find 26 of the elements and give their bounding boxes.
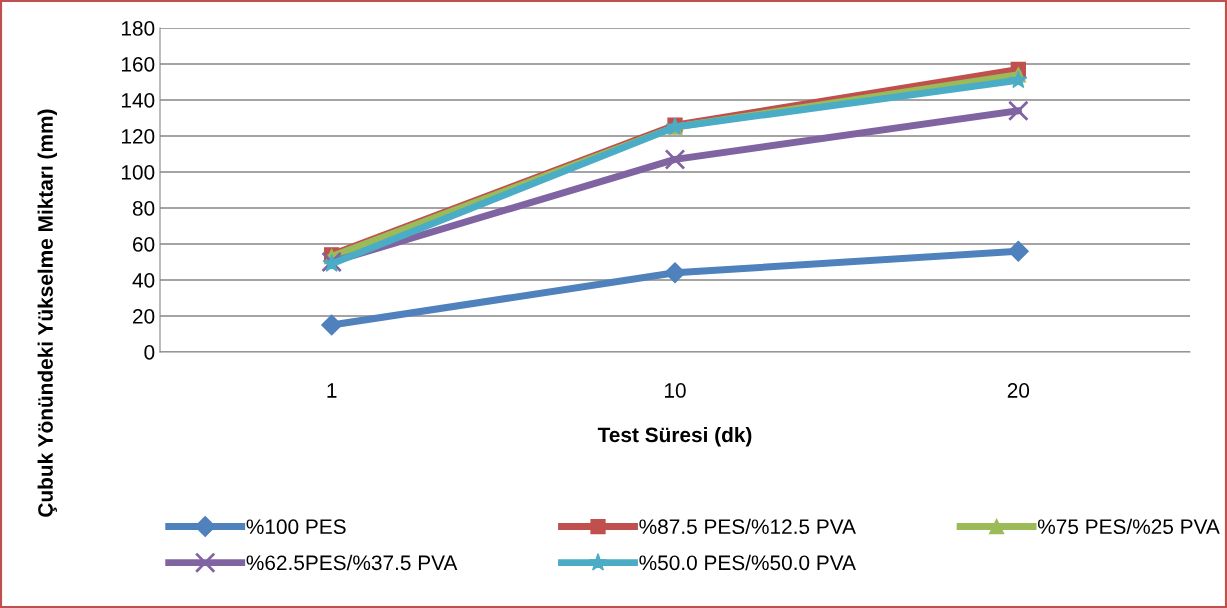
x-tick-label: 20 (1007, 383, 1030, 398)
y-tick-label: 120 (121, 129, 155, 144)
y-axis-title: Çubuk Yönündeki Yükselme Miktarı (mm) (37, 109, 57, 517)
legend-label: %75 PES/%25 PVA (1037, 518, 1220, 535)
x-axis-title: Test Süresi (dk) (597, 426, 752, 447)
point (664, 262, 686, 284)
y-tick-label: 140 (121, 93, 155, 108)
y-tick-label: 180 (121, 21, 155, 36)
point (1007, 100, 1029, 122)
x-tick-label: 1 (327, 383, 337, 398)
legend-label: %87.5 PES/%12.5 PVA (639, 518, 856, 535)
legend-label: %62.5PES/%37.5 PVA (246, 554, 458, 571)
y-tick-label: 80 (132, 201, 155, 216)
point (1009, 70, 1028, 89)
y-tick-label: 100 (121, 165, 155, 180)
y-tick-label: 40 (132, 273, 155, 288)
point (1007, 240, 1029, 262)
y-tick-label: 20 (133, 309, 155, 324)
point (321, 314, 343, 336)
y-tick-label: 0 (144, 345, 155, 360)
x-tick-label: 10 (665, 383, 686, 398)
y-tick-label: 60 (133, 237, 155, 252)
legend-label: %100 PES (246, 519, 346, 535)
y-tick-label: 160 (121, 57, 155, 72)
legend-label: %50.0 PES/%50.0 PVA (639, 554, 856, 571)
point (664, 148, 686, 170)
